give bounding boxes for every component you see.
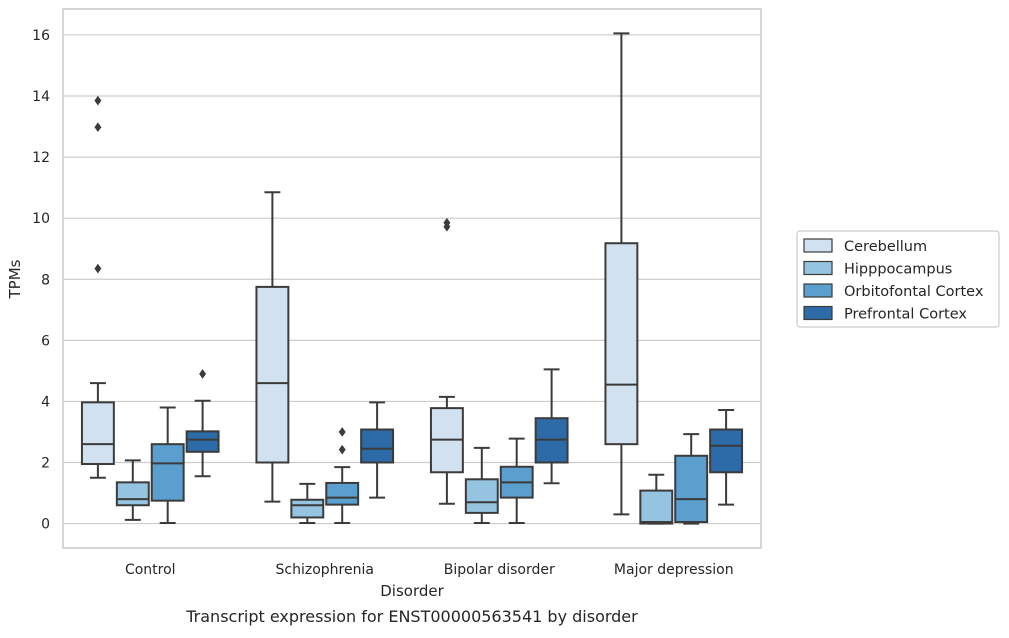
x-tick-label: Bipolar disorder xyxy=(444,562,555,578)
box-iqr xyxy=(464,478,499,514)
x-tick-label: Control xyxy=(125,562,176,578)
legend-label: Hipppocampus xyxy=(844,262,952,278)
y-tick-label: 6 xyxy=(41,333,50,349)
outlier-point xyxy=(443,217,451,228)
box-iqr xyxy=(604,242,639,446)
y-tick-label: 10 xyxy=(32,211,50,227)
box-prefrontal-cortex xyxy=(709,408,744,506)
y-tick-label: 12 xyxy=(32,150,50,166)
y-tick-label: 16 xyxy=(32,28,50,44)
box-iqr xyxy=(185,430,220,453)
box-iqr xyxy=(150,443,185,502)
box-iqr xyxy=(255,285,290,464)
y-axis-label: TPMs xyxy=(6,259,24,299)
box-iqr xyxy=(639,489,674,525)
legend-swatch xyxy=(803,283,833,298)
legend-frame xyxy=(796,230,1000,328)
chart-caption: Transcript expression for ENST0000056354… xyxy=(185,607,638,626)
box-cerebellum xyxy=(429,217,464,505)
box-cerebellum xyxy=(255,191,290,503)
box-hipppocampus xyxy=(639,473,674,525)
y-tick-label: 0 xyxy=(41,517,50,533)
box-hipppocampus xyxy=(115,459,150,521)
box-iqr xyxy=(290,498,325,519)
y-tick-label: 4 xyxy=(41,394,50,410)
x-axis-label: Disorder xyxy=(380,582,444,600)
box-prefrontal-cortex xyxy=(534,368,569,485)
box-iqr xyxy=(80,401,115,466)
box-prefrontal-cortex xyxy=(185,369,220,478)
box-orbitofontal-cortex xyxy=(674,433,709,525)
x-tick-label: Schizophrenia xyxy=(276,562,374,578)
outlier-point xyxy=(199,369,207,379)
legend-swatch xyxy=(803,260,833,276)
outlier-point xyxy=(338,427,346,437)
box-hipppocampus xyxy=(290,482,325,524)
box-iqr xyxy=(674,454,709,524)
legend-label: Prefrontal Cortex xyxy=(844,307,967,323)
box-iqr xyxy=(325,481,360,506)
legend-swatch xyxy=(803,305,833,321)
box-prefrontal-cortex xyxy=(360,401,395,499)
box-orbitofontal-cortex xyxy=(325,427,360,524)
box-cerebellum xyxy=(80,95,115,479)
box-orbitofontal-cortex xyxy=(150,406,185,524)
outlier-point xyxy=(94,263,102,274)
legend: Cerebellum Hipppocampus Orbitofontal Corte… xyxy=(796,230,1000,328)
outlier-point xyxy=(94,122,102,133)
box-iqr xyxy=(709,428,744,474)
y-tick-labels: 0 2 4 6 8 10 12 14 16 xyxy=(32,28,50,533)
y-tick-label: 8 xyxy=(41,272,50,288)
legend-label: Orbitofontal Cortex xyxy=(844,284,984,300)
x-tick-label: Major depression xyxy=(614,562,734,578)
box-cerebellum xyxy=(604,32,639,516)
box-orbitofontal-cortex xyxy=(499,437,534,524)
plot-frame xyxy=(62,8,762,549)
y-tick-label: 14 xyxy=(32,89,50,105)
legend-label: Cerebellum xyxy=(844,239,927,255)
outlier-point xyxy=(338,444,346,455)
outlier-point xyxy=(94,95,102,106)
box-iqr xyxy=(360,428,395,464)
box-iqr xyxy=(115,481,150,507)
y-tick-label: 2 xyxy=(41,455,50,471)
legend-swatch xyxy=(803,238,833,253)
x-tick-labels: Control Schizophrenia Bipolar disorder Majo… xyxy=(125,562,734,578)
box-layer xyxy=(80,32,744,525)
box-hipppocampus xyxy=(464,446,499,524)
